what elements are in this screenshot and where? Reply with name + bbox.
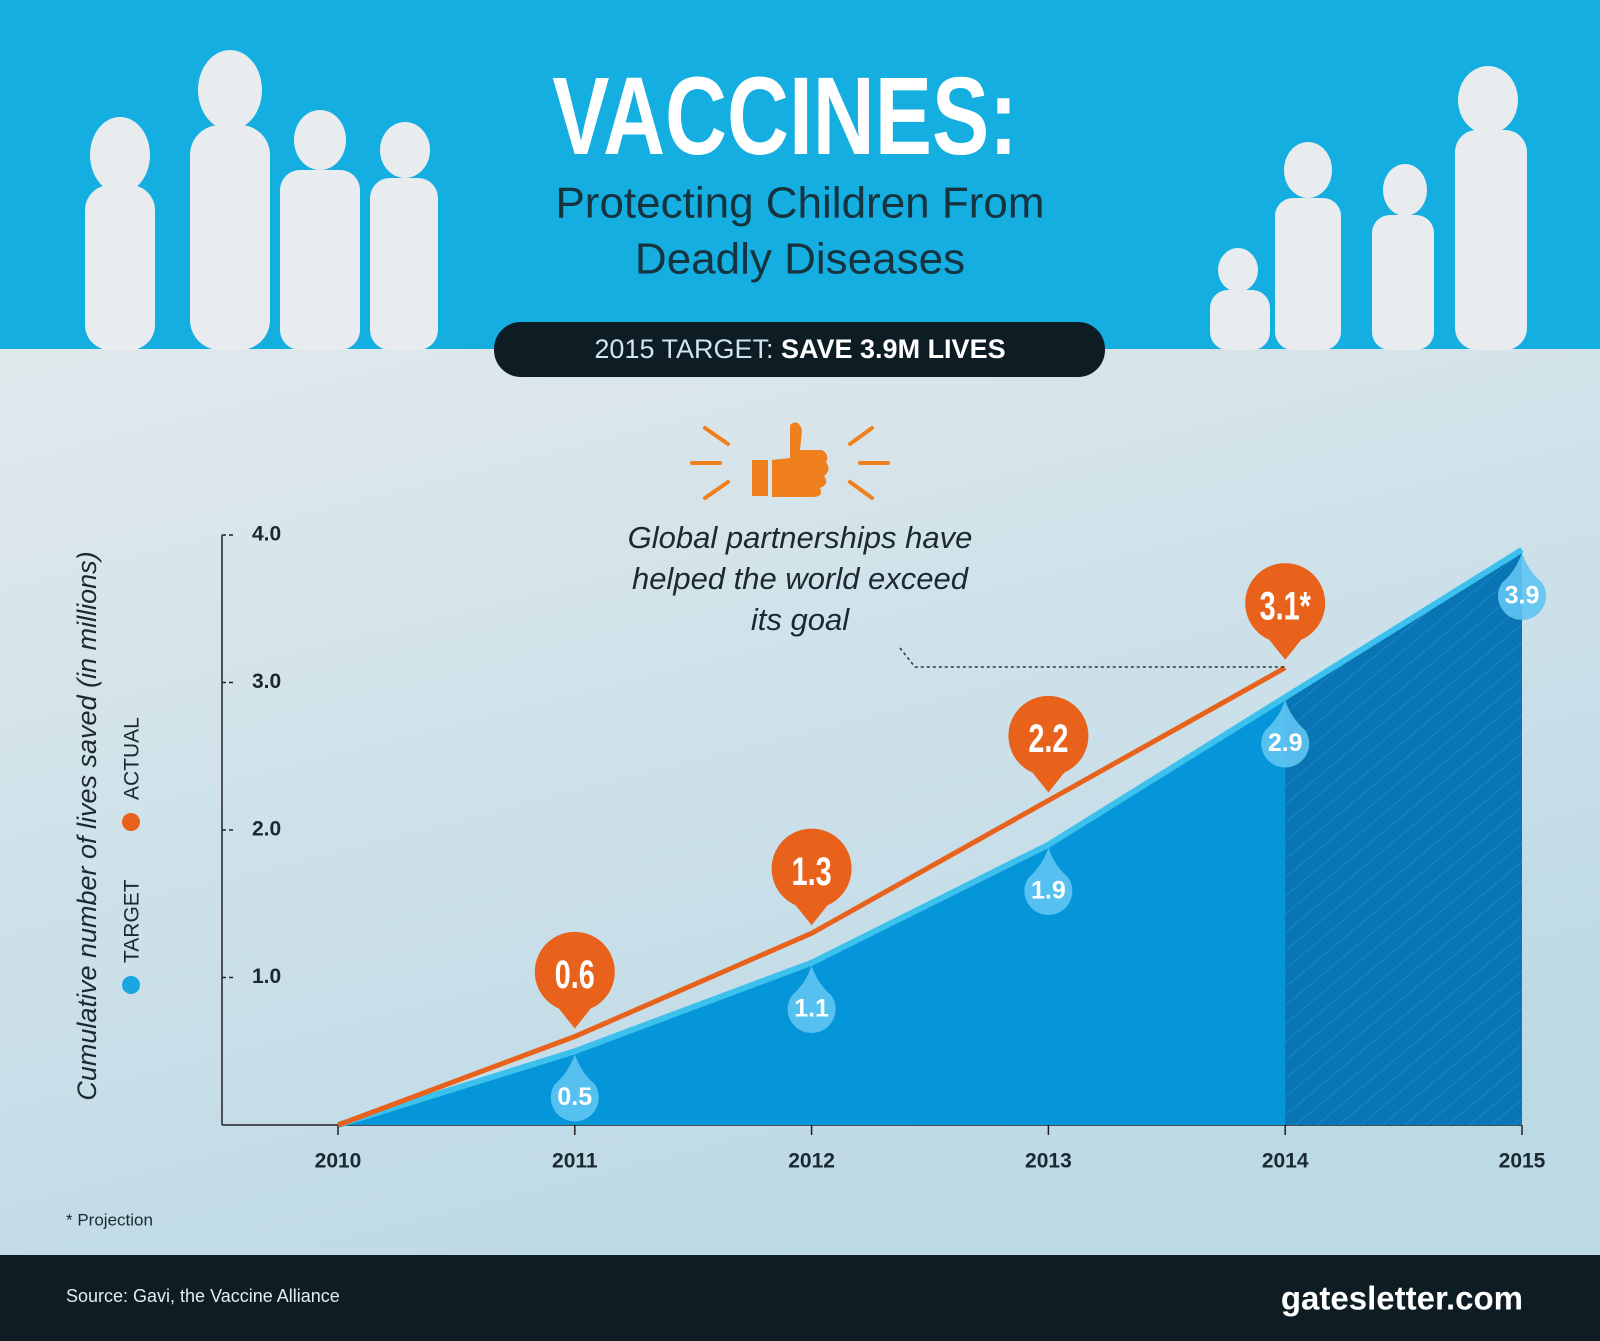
x-tick-label: 2015 <box>1499 1150 1546 1173</box>
legend-label: TARGET <box>121 879 144 963</box>
subtitle: Protecting Children From <box>555 179 1044 228</box>
actual-label: 2.2 <box>1028 716 1068 761</box>
banner <box>494 322 1105 377</box>
annotation: helped the world exceed <box>632 561 970 596</box>
thumbs-up-icon <box>690 422 890 500</box>
y-tick-label: 2.0 <box>252 818 281 841</box>
annotation-connector <box>899 647 1286 668</box>
actual-pin <box>1008 695 1089 793</box>
banner-prefix: 2015 TARGET: <box>594 334 773 364</box>
actual-pin <box>534 931 615 1029</box>
x-tick-label: 2012 <box>788 1150 835 1173</box>
legend-label: ACTUAL <box>121 717 144 800</box>
legend-swatch <box>122 976 140 994</box>
y-tick-label: 4.0 <box>252 523 281 546</box>
projection-area <box>1285 549 1522 1125</box>
footer-band <box>0 1255 1600 1341</box>
target-drop <box>787 965 836 1034</box>
target-drop <box>1261 700 1310 768</box>
target-drop <box>1024 847 1073 916</box>
y-axis-label: Cumulative number of lives saved (in mil… <box>72 551 102 1100</box>
annotation: Global partnerships have <box>628 520 973 555</box>
x-tick-label: 2014 <box>1262 1150 1309 1173</box>
subtitle: Deadly Diseases <box>635 235 965 284</box>
footnote: * Projection <box>66 1210 153 1229</box>
x-tick-label: 2010 <box>315 1150 362 1173</box>
actual-label: 1.3 <box>792 849 832 894</box>
brand: gatesletter.com <box>1281 1280 1523 1317</box>
source: Source: Gavi, the Vaccine Alliance <box>66 1286 340 1306</box>
chart: 1.0 2.0 3.0 4.0 2010 2011 2012 2013 2014 2015 0.5 1… <box>66 520 1546 1229</box>
actual-label: 0.6 <box>555 952 595 997</box>
target-area <box>338 549 1522 1125</box>
target-label: 0.5 <box>557 1083 592 1111</box>
target-label: 1.1 <box>794 994 829 1022</box>
legend-swatch <box>122 813 140 831</box>
x-tick-label: 2011 <box>552 1150 598 1173</box>
target-label: 1.9 <box>1031 876 1066 904</box>
target-drop <box>1498 552 1546 621</box>
actual-pin <box>771 828 852 926</box>
x-tick-label: 2013 <box>1025 1150 1072 1173</box>
target-line <box>337 547 1524 1128</box>
banner-strong: SAVE 3.9M LIVES <box>781 334 1006 364</box>
actual-pin <box>1245 563 1326 660</box>
silhouettes <box>85 50 1527 350</box>
banner-text: 2015 TARGET: SAVE 3.9M LIVES <box>594 334 1005 364</box>
actual-label: 3.1* <box>1260 584 1312 629</box>
y-tick-label: 1.0 <box>252 965 281 988</box>
title: VACCINES: <box>552 55 1017 178</box>
target-drop <box>550 1054 599 1122</box>
annotation: its goal <box>751 602 850 637</box>
y-tick-label: 3.0 <box>252 670 281 693</box>
target-label: 3.9 <box>1505 581 1540 609</box>
actual-line <box>337 665 1287 1128</box>
target-label: 2.9 <box>1268 729 1303 757</box>
